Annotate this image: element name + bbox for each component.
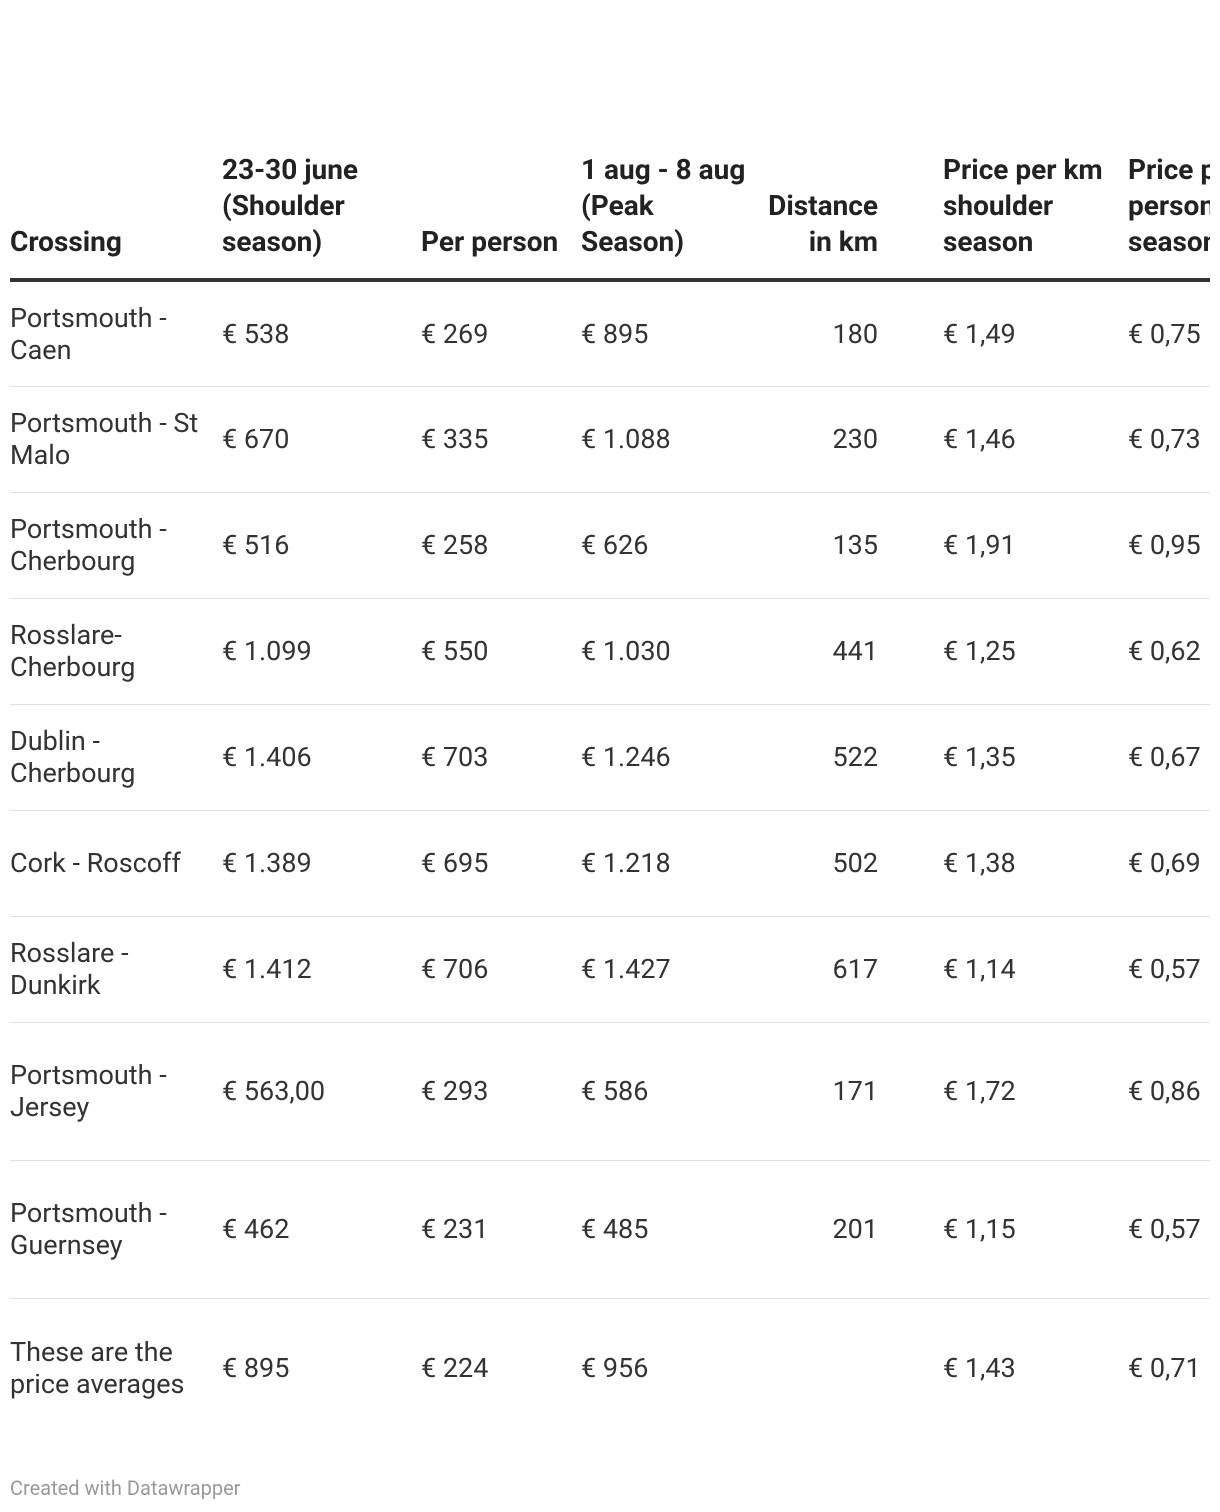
table-row: Rosslare - Dunkirk € 1.412 € 706 € 1.427 617… (10, 916, 1210, 1023)
table-cell: € 895 (222, 1352, 290, 1385)
header-row: Crossing 23-30 june (Shoulder season) Per … (10, 0, 1210, 282)
header-cell: 23-30 june (Shoulder season) (222, 0, 421, 282)
row-label: Portsmouth - Guernsey (10, 1160, 222, 1299)
footer: Created with Datawrapper (10, 1476, 241, 1500)
table-cell: € 1,38 (943, 810, 1128, 917)
table-cell: € 0,67 (1128, 704, 1210, 811)
table-cell: € 670 (222, 386, 421, 493)
table-cell: € 0,57 (1128, 1160, 1210, 1299)
table-cell: € 895 (581, 280, 758, 387)
table-cell: € 586 (581, 1022, 758, 1161)
row-label: Cork - Roscoff (10, 810, 222, 917)
row-label: Portsmouth - Caen (10, 280, 222, 387)
row-label: Rosslare - Dunkirk (10, 916, 222, 1023)
table-cell: € 1,46 (943, 386, 1128, 493)
table-cell: € 0,71 (1128, 1352, 1201, 1385)
table-cell: € 1,35 (943, 704, 1128, 811)
table-cell: € 538 (222, 280, 421, 387)
table-cell: € 1.030 (581, 598, 758, 705)
table-cell: 617 (758, 916, 943, 1023)
table-cell: € 485 (581, 1160, 758, 1299)
table-cell: € 1,43 (943, 1352, 1016, 1385)
table-cell: 201 (758, 1160, 943, 1299)
table-row: Portsmouth - Guernsey € 462 € 231 € 485 201 €… (10, 1160, 1210, 1299)
header-cell: Distance in km (758, 0, 943, 282)
table-cell: 180 (758, 280, 943, 387)
table-cell: € 0,57 (1128, 916, 1210, 1023)
table-cell: € 703 (421, 704, 581, 811)
table-cell: € 1.218 (581, 810, 758, 917)
row-label: Portsmouth - Jersey (10, 1022, 222, 1161)
table-cell: 135 (758, 492, 943, 599)
table-cell: € 462 (222, 1160, 421, 1299)
table-cell: € 1.406 (222, 704, 421, 811)
table-cell: 171 (758, 1022, 943, 1161)
table-cell: € 695 (421, 810, 581, 917)
table-cell: € 0,62 (1128, 598, 1210, 705)
table-cell: € 1.246 (581, 704, 758, 811)
table-cell: € 231 (421, 1160, 581, 1299)
table-row: Portsmouth - Jersey € 563,00 € 293 € 586 171… (10, 1022, 1210, 1161)
row-label: Portsmouth - St Malo (10, 386, 222, 493)
table-cell: € 1,72 (943, 1022, 1128, 1161)
row-label: Dublin - Cherbourg (10, 704, 222, 811)
table-row: Rosslare-Cherbourg € 1.099 € 550 € 1.030 441… (10, 598, 1210, 705)
header-cell: Per person (421, 0, 581, 282)
table-cell: € 626 (581, 492, 758, 599)
table-cell: € 1,14 (943, 916, 1128, 1023)
table-cell: € 1.389 (222, 810, 421, 917)
row-label: These are the price averages (10, 1336, 185, 1401)
table-cell: € 956 (581, 1352, 649, 1385)
table-container: Crossing 23-30 june (Shoulder season) Per … (10, 0, 1210, 1438)
table-cell: € 1.412 (222, 916, 421, 1023)
table-body: Portsmouth - Caen € 538 € 269 € 895 180 € 1,4… (10, 280, 1210, 1438)
table-cell: € 1.099 (222, 598, 421, 705)
table-cell: € 0,73 (1128, 386, 1210, 493)
table-row: Cork - Roscoff € 1.389 € 695 € 1.218 502 € 1,… (10, 810, 1210, 917)
header-cell: 1 aug - 8 aug (Peak Season) (581, 0, 758, 282)
table-cell: € 1,15 (943, 1160, 1128, 1299)
table-cell: 230 (758, 386, 943, 493)
table-row: These are the price averages € 895 € 224 € … (10, 1298, 1210, 1438)
table-cell: € 293 (421, 1022, 581, 1161)
table-cell: € 0,69 (1128, 810, 1210, 917)
table-cell: € 1.427 (581, 916, 758, 1023)
table-cell: € 269 (421, 280, 581, 387)
table-cell (758, 1298, 943, 1438)
table-cell: € 0,95 (1128, 492, 1210, 599)
table-row: Portsmouth - Caen € 538 € 269 € 895 180 € 1,4… (10, 280, 1210, 387)
data-table: Crossing 23-30 june (Shoulder season) Per … (10, 0, 1210, 1438)
table-cell: 441 (758, 598, 943, 705)
table-row: Dublin - Cherbourg € 1.406 € 703 € 1.246 522… (10, 704, 1210, 811)
table-cell: € 0,86 (1128, 1022, 1210, 1161)
header-cell: Crossing (10, 0, 222, 282)
table-cell: 522 (758, 704, 943, 811)
table-cell: € 1,49 (943, 280, 1128, 387)
header-cell: Price per km per person shoulder season (1128, 0, 1210, 282)
table-cell: € 516 (222, 492, 421, 599)
table-row: Portsmouth - Cherbourg € 516 € 258 € 626 135… (10, 492, 1210, 599)
table-cell: € 1.088 (581, 386, 758, 493)
row-label: Portsmouth - Cherbourg (10, 492, 222, 599)
header-cell: Price per km shoulder season (943, 0, 1128, 282)
table-cell: € 563,00 (222, 1022, 421, 1161)
table-row: Portsmouth - St Malo € 670 € 335 € 1.088 230… (10, 386, 1210, 493)
table-cell: € 706 (421, 916, 581, 1023)
table-cell: € 1,25 (943, 598, 1128, 705)
table-cell: € 335 (421, 386, 581, 493)
row-label: Rosslare-Cherbourg (10, 598, 222, 705)
table-cell: € 1,91 (943, 492, 1128, 599)
table-cell: € 224 (421, 1352, 489, 1385)
table-cell: € 0,75 (1128, 280, 1210, 387)
table-cell: 502 (758, 810, 943, 917)
table-cell: € 550 (421, 598, 581, 705)
table-cell: € 258 (421, 492, 581, 599)
